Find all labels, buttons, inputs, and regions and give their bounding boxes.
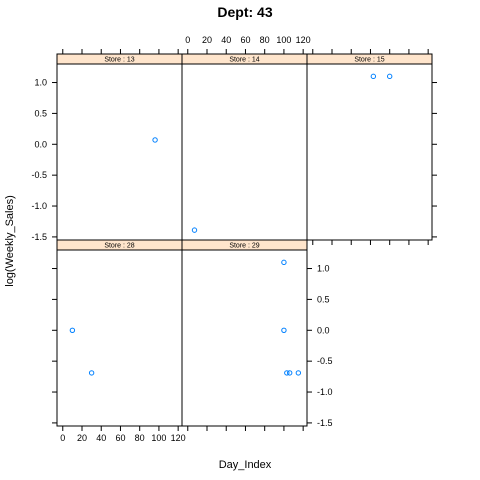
x-top-tick-label-1: 20 xyxy=(202,35,212,45)
data-point-0-0 xyxy=(152,137,158,143)
y-left-tick-label-0: 1.0 xyxy=(34,78,47,88)
chart-title: Dept: 43 xyxy=(217,4,272,20)
x-top-tick-label-6: 120 xyxy=(296,35,311,45)
data-point-2-0 xyxy=(370,73,377,80)
x-top-tick-label-5: 100 xyxy=(276,35,291,45)
x-top-tick-label-2: 40 xyxy=(221,35,231,45)
x-bottom-tick-label-1: 20 xyxy=(77,433,87,443)
x-bottom-tick-label-5: 100 xyxy=(151,433,166,443)
data-point-4-3 xyxy=(286,370,293,376)
data-point-4-4 xyxy=(295,370,302,376)
data-point-4-2 xyxy=(284,370,290,376)
x-bottom-tick-label-2: 40 xyxy=(96,433,106,443)
x-top-tick-label-4: 80 xyxy=(260,35,270,45)
strip-label-4: Store : 29 xyxy=(229,243,259,250)
data-point-4-0 xyxy=(281,259,287,266)
panel-frame-1 xyxy=(181,63,308,241)
data-point-4-1 xyxy=(281,327,287,333)
y-left-tick-label-5: -1.5 xyxy=(31,232,47,242)
panel-frame-4 xyxy=(181,249,308,427)
y-right-tick-label-2: 0.0 xyxy=(317,325,330,335)
x-bottom-tick-label-3: 60 xyxy=(115,433,125,443)
y-right-tick-label-0: 1.0 xyxy=(317,264,330,274)
x-top-tick-label-0: 0 xyxy=(185,35,190,45)
panel-frame-2 xyxy=(306,63,433,241)
y-right-tick-label-5: -1.5 xyxy=(317,418,333,428)
strip-label-2: Store : 15 xyxy=(354,57,384,64)
x-bottom-tick-label-6: 120 xyxy=(171,433,186,443)
data-point-3-0 xyxy=(69,327,76,333)
x-bottom-tick-label-4: 80 xyxy=(135,433,145,443)
y-right-tick-label-4: -1.0 xyxy=(317,387,333,397)
strip-label-0: Store : 13 xyxy=(104,57,134,64)
y-axis-label: log(Weekly_Sales) xyxy=(4,195,16,287)
x-axis-label: Day_Index xyxy=(219,459,272,471)
strip-label-1: Store : 14 xyxy=(229,57,259,64)
data-point-1-0 xyxy=(191,227,198,233)
y-right-tick-label-1: 0.5 xyxy=(317,294,330,304)
x-top-tick-label-3: 60 xyxy=(240,35,250,45)
y-left-tick-label-2: 0.0 xyxy=(34,139,47,149)
y-left-tick-label-3: -0.5 xyxy=(31,170,47,180)
panel-frame-3 xyxy=(56,249,183,427)
y-left-tick-label-1: 0.5 xyxy=(34,108,47,118)
x-bottom-tick-label-0: 0 xyxy=(60,433,65,443)
data-point-3-1 xyxy=(88,370,95,376)
y-right-tick-label-3: -0.5 xyxy=(317,356,333,366)
plot-area: Store : 13 Store : 14 Store : 15 Store : 28… xyxy=(31,35,437,443)
strip-label-3: Store : 28 xyxy=(104,243,134,250)
data-point-2-1 xyxy=(386,73,393,80)
y-left-tick-label-4: -1.0 xyxy=(31,201,47,211)
panel-frame-0 xyxy=(56,63,183,241)
